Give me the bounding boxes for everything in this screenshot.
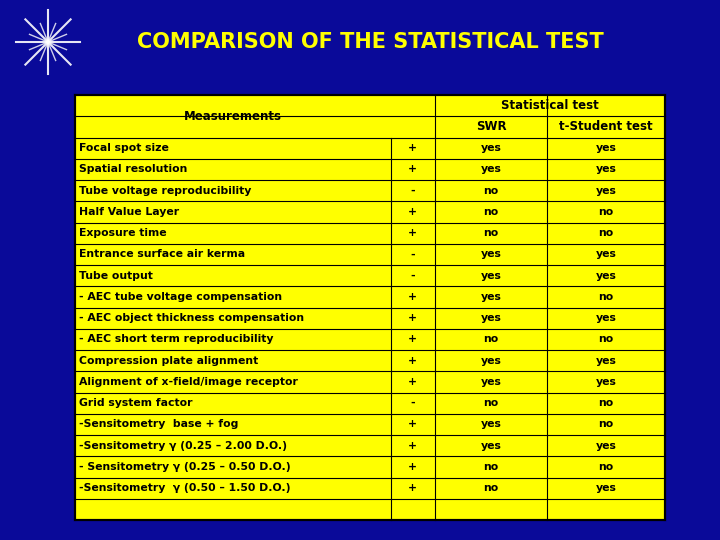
Text: yes: yes xyxy=(480,271,501,281)
Text: +: + xyxy=(408,377,418,387)
Text: +: + xyxy=(408,292,418,302)
Text: -Sensitometry  base + fog: -Sensitometry base + fog xyxy=(79,420,238,429)
Text: yes: yes xyxy=(595,377,616,387)
Text: Alignment of x-field/image receptor: Alignment of x-field/image receptor xyxy=(79,377,298,387)
Text: t-Student test: t-Student test xyxy=(559,120,653,133)
Text: no: no xyxy=(483,462,498,472)
Text: yes: yes xyxy=(595,441,616,450)
Text: yes: yes xyxy=(480,377,501,387)
Text: no: no xyxy=(483,207,498,217)
Text: - AEC short term reproducibility: - AEC short term reproducibility xyxy=(79,334,274,345)
Text: no: no xyxy=(598,420,613,429)
Text: -Sensitometry γ (0.25 – 2.00 D.O.): -Sensitometry γ (0.25 – 2.00 D.O.) xyxy=(79,441,287,450)
Text: -: - xyxy=(410,271,415,281)
Text: +: + xyxy=(408,420,418,429)
Text: - AEC tube voltage compensation: - AEC tube voltage compensation xyxy=(79,292,282,302)
Text: +: + xyxy=(408,483,418,493)
Text: yes: yes xyxy=(480,356,501,366)
Text: yes: yes xyxy=(480,292,501,302)
Text: no: no xyxy=(598,334,613,345)
Text: +: + xyxy=(408,228,418,238)
Text: -: - xyxy=(410,186,415,195)
Text: yes: yes xyxy=(480,313,501,323)
Text: yes: yes xyxy=(595,186,616,195)
Text: +: + xyxy=(408,462,418,472)
Text: - AEC object thickness compensation: - AEC object thickness compensation xyxy=(79,313,304,323)
Text: +: + xyxy=(408,313,418,323)
Text: no: no xyxy=(483,398,498,408)
Text: yes: yes xyxy=(595,483,616,493)
Text: yes: yes xyxy=(595,271,616,281)
Text: - Sensitometry γ (0.25 – 0.50 D.O.): - Sensitometry γ (0.25 – 0.50 D.O.) xyxy=(79,462,291,472)
Text: +: + xyxy=(408,441,418,450)
Text: Statistical test: Statistical test xyxy=(501,99,599,112)
Text: no: no xyxy=(598,462,613,472)
Text: no: no xyxy=(483,228,498,238)
Text: Tube voltage reproducibility: Tube voltage reproducibility xyxy=(79,186,251,195)
Text: yes: yes xyxy=(595,143,616,153)
Text: Tube output: Tube output xyxy=(79,271,153,281)
Text: -: - xyxy=(410,249,415,259)
Text: yes: yes xyxy=(480,420,501,429)
Text: yes: yes xyxy=(595,356,616,366)
Text: no: no xyxy=(483,334,498,345)
Text: +: + xyxy=(408,143,418,153)
Text: +: + xyxy=(408,356,418,366)
Text: -Sensitometry  γ (0.50 – 1.50 D.O.): -Sensitometry γ (0.50 – 1.50 D.O.) xyxy=(79,483,290,493)
Text: Measurements: Measurements xyxy=(184,110,282,123)
Text: COMPARISON OF THE STATISTICAL TEST: COMPARISON OF THE STATISTICAL TEST xyxy=(137,32,603,52)
Text: Entrance surface air kerma: Entrance surface air kerma xyxy=(79,249,245,259)
Text: Compression plate alignment: Compression plate alignment xyxy=(79,356,258,366)
Text: no: no xyxy=(598,207,613,217)
Text: yes: yes xyxy=(595,313,616,323)
Text: SWR: SWR xyxy=(476,120,506,133)
Text: Grid system factor: Grid system factor xyxy=(79,398,192,408)
Text: no: no xyxy=(598,292,613,302)
Text: yes: yes xyxy=(595,164,616,174)
Text: +: + xyxy=(408,334,418,345)
Bar xyxy=(75,95,665,520)
Text: no: no xyxy=(598,228,613,238)
Text: -: - xyxy=(410,398,415,408)
Text: Half Value Layer: Half Value Layer xyxy=(79,207,179,217)
Text: no: no xyxy=(598,398,613,408)
Text: yes: yes xyxy=(480,441,501,450)
Text: yes: yes xyxy=(480,164,501,174)
Text: Exposure time: Exposure time xyxy=(79,228,166,238)
Text: no: no xyxy=(483,483,498,493)
Text: yes: yes xyxy=(480,143,501,153)
Text: +: + xyxy=(408,164,418,174)
Text: +: + xyxy=(408,207,418,217)
Text: Spatial resolution: Spatial resolution xyxy=(79,164,187,174)
Text: yes: yes xyxy=(595,249,616,259)
Text: yes: yes xyxy=(480,249,501,259)
Text: no: no xyxy=(483,186,498,195)
Text: Focal spot size: Focal spot size xyxy=(79,143,169,153)
